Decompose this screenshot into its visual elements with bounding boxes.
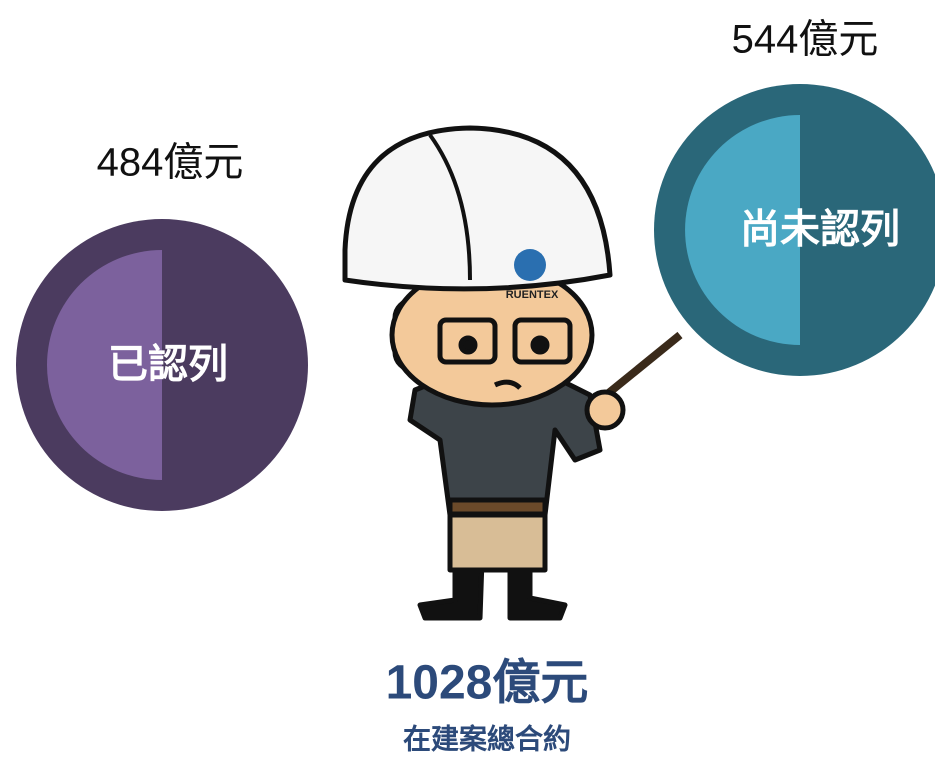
unrecognized-circle [654,84,935,376]
inner-half [47,250,162,480]
unrecognized-label: 尚未認列 [740,208,900,252]
total-label: 在建案總合約 [403,722,571,754]
helmet-logo: RUENTEX [506,289,559,301]
recognized-circle [16,219,308,511]
mascot: RUENTEX [342,125,683,621]
recognized-amount: 484億元 [97,141,244,185]
total-amount: 1028億元 [386,657,589,710]
recognized-label: 已認列 [108,343,228,387]
inner-half [685,115,800,345]
unrecognized-amount: 544億元 [732,18,879,62]
